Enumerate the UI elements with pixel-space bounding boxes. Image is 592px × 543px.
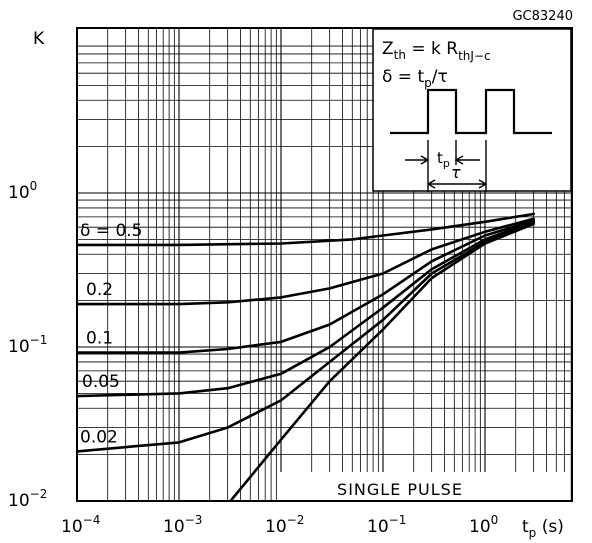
series-line-1 <box>77 217 535 306</box>
y-tick-label: 100 <box>8 179 37 203</box>
series-line-2 <box>77 219 535 354</box>
series-label-0: δ = 0.5 <box>80 221 143 241</box>
series-label-4: 0.02 <box>80 427 118 447</box>
y-axis-ticks: 10−2 10−1 100 <box>8 179 47 511</box>
y-axis-label: K <box>33 29 45 49</box>
single-pulse-box <box>277 472 570 500</box>
series-label-2: 0.1 <box>86 329 113 349</box>
y-tick-label: 10−1 <box>8 333 47 357</box>
inset-legend: Zth = k RthJ−c δ = tp/τ tp τ <box>372 28 572 192</box>
plot-frame <box>76 27 573 502</box>
series-labels: δ = 0.5 0.2 0.1 0.05 0.02 <box>80 221 143 447</box>
grid <box>76 28 572 502</box>
tp-label: tp <box>437 149 450 170</box>
x-tick-label: 10−4 <box>61 513 100 537</box>
series-label-3: 0.05 <box>82 372 120 392</box>
series-line-3 <box>77 220 535 398</box>
inset-box <box>372 28 572 192</box>
tau-arrow <box>426 179 488 189</box>
x-tick-label: 10−2 <box>265 513 304 537</box>
x-tick-label: 100 <box>469 513 498 537</box>
tp-arrow-right <box>454 155 480 165</box>
series-line-5 <box>229 222 535 501</box>
curves <box>77 212 535 501</box>
series-label-1: 0.2 <box>86 280 113 300</box>
series-line-4 <box>77 221 535 453</box>
inset-duty-cycle: δ = tp/τ <box>382 67 448 90</box>
tp-arrow-left <box>405 155 430 165</box>
figure-code: GC83240 <box>512 9 573 24</box>
tau-label: τ <box>451 163 461 182</box>
pulse-waveform <box>390 88 552 135</box>
x-axis-label: tp (s) <box>522 517 564 540</box>
x-tick-label: 10−1 <box>367 513 406 537</box>
x-axis-ticks: 10−4 10−3 10−2 10−1 100 <box>61 513 498 537</box>
inset-formula: Zth = k RthJ−c <box>382 39 491 63</box>
y-tick-label: 10−2 <box>8 487 47 511</box>
x-tick-label: 10−3 <box>163 513 202 537</box>
series-line-0 <box>77 212 535 247</box>
single-pulse-label: SINGLE PULSE <box>337 480 463 499</box>
